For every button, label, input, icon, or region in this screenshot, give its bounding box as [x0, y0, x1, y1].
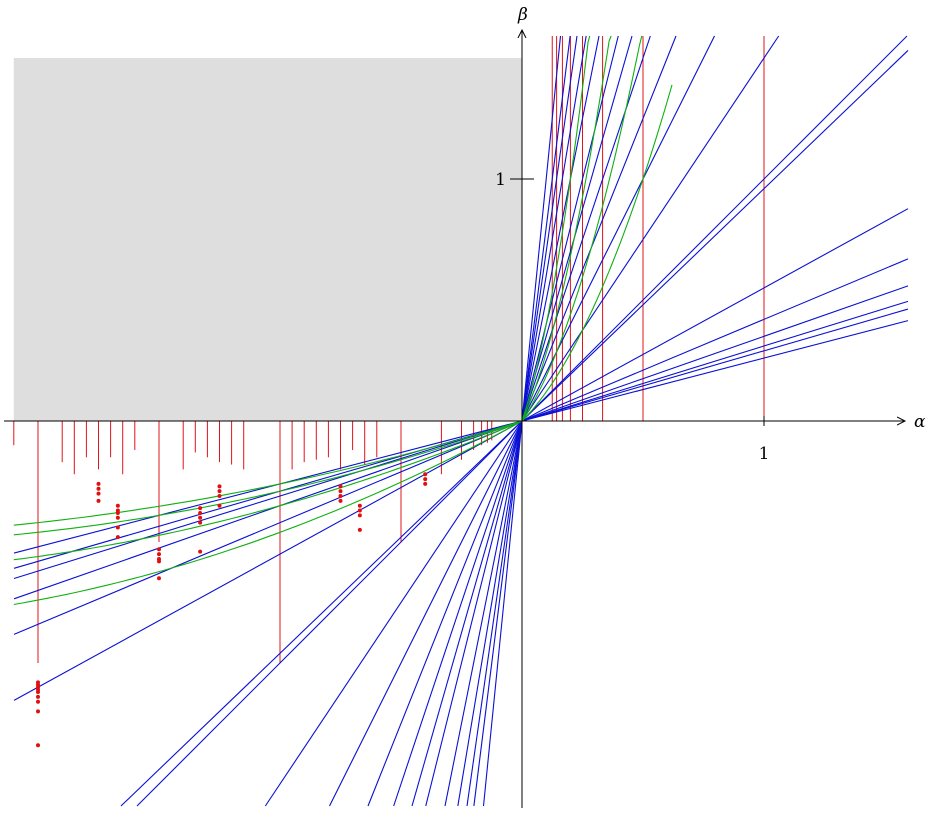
ray-line: [482, 420, 523, 807]
data-dot: [115, 503, 120, 508]
ray-line: [521, 35, 578, 422]
data-dot: [198, 515, 203, 520]
ray-line: [521, 320, 909, 422]
ray-line: [521, 35, 571, 422]
ray-line: [13, 420, 523, 701]
ray-line: [521, 50, 909, 422]
ray-line: [521, 35, 587, 422]
data-dot: [357, 508, 362, 513]
data-dot: [338, 498, 343, 503]
ray-line: [521, 300, 909, 422]
ray-line: [466, 420, 523, 807]
ray-line: [393, 420, 523, 807]
curve-line: [521, 84, 673, 422]
data-dot: [217, 503, 222, 508]
data-dot: [36, 699, 40, 704]
ray-line: [329, 420, 523, 807]
curve-line: [521, 35, 591, 422]
data-dot: [96, 481, 101, 486]
data-dot: [157, 552, 161, 557]
data-dot: [115, 510, 120, 515]
data-dot: [115, 515, 120, 520]
data-dot: [96, 498, 101, 503]
curve-line: [521, 35, 612, 422]
y-tick-label: 1: [495, 170, 506, 190]
x-axis-label: α: [914, 412, 926, 432]
data-dot: [115, 535, 120, 540]
ray-line: [473, 420, 523, 807]
ray-line: [13, 420, 523, 635]
x-tick-label: 1: [759, 444, 770, 464]
ray-line: [444, 420, 523, 807]
data-dot: [338, 489, 343, 494]
data-dot: [115, 525, 120, 530]
ray-line: [521, 35, 633, 422]
data-dot: [36, 694, 40, 699]
curve-line: [13, 420, 523, 536]
ray-line: [521, 35, 908, 422]
data-dot: [198, 510, 203, 515]
data-dot: [338, 484, 343, 489]
shaded-region: [13, 58, 523, 421]
ray-line: [521, 308, 909, 422]
ray-line: [521, 258, 909, 422]
data-dot: [357, 513, 362, 518]
ray-line: [13, 420, 523, 554]
data-dot: [198, 549, 203, 554]
data-dot: [36, 690, 40, 695]
data-dot: [157, 547, 161, 552]
data-dot: [357, 527, 362, 532]
ray-line: [264, 420, 523, 807]
ray-line: [521, 35, 562, 422]
data-dot: [423, 472, 428, 477]
data-dot: [217, 489, 222, 494]
ray-line: [521, 35, 780, 422]
data-dot: [217, 494, 222, 499]
ray-line: [521, 285, 909, 422]
ray-line: [521, 208, 909, 422]
data-dot: [217, 484, 222, 489]
ray-line: [425, 420, 523, 807]
ray-line: [521, 35, 677, 422]
ray-line: [367, 420, 523, 807]
ray-line: [136, 420, 523, 807]
data-dot: [338, 494, 343, 499]
curve-line: [521, 35, 643, 422]
ray-line: [521, 35, 619, 422]
y-axis-label: β: [517, 5, 528, 25]
data-dot: [157, 559, 161, 564]
data-dot: [423, 477, 428, 482]
data-dot: [36, 743, 40, 748]
data-dot: [423, 481, 428, 486]
data-dot: [198, 506, 203, 511]
ray-line: [521, 35, 651, 422]
curve-line: [13, 420, 523, 606]
data-dot: [96, 486, 101, 491]
data-dot: [36, 709, 40, 714]
ray-line: [13, 420, 523, 600]
data-dot: [198, 520, 203, 525]
curve-line: [13, 420, 523, 561]
ray-line: [13, 420, 523, 580]
curve-line: [13, 420, 523, 526]
data-dot: [96, 491, 101, 496]
data-dot: [157, 576, 161, 581]
ray-line: [457, 420, 523, 807]
ray-line: [521, 35, 600, 422]
ray-line: [120, 420, 523, 807]
ray-line: [411, 420, 523, 807]
data-dot: [357, 503, 362, 508]
